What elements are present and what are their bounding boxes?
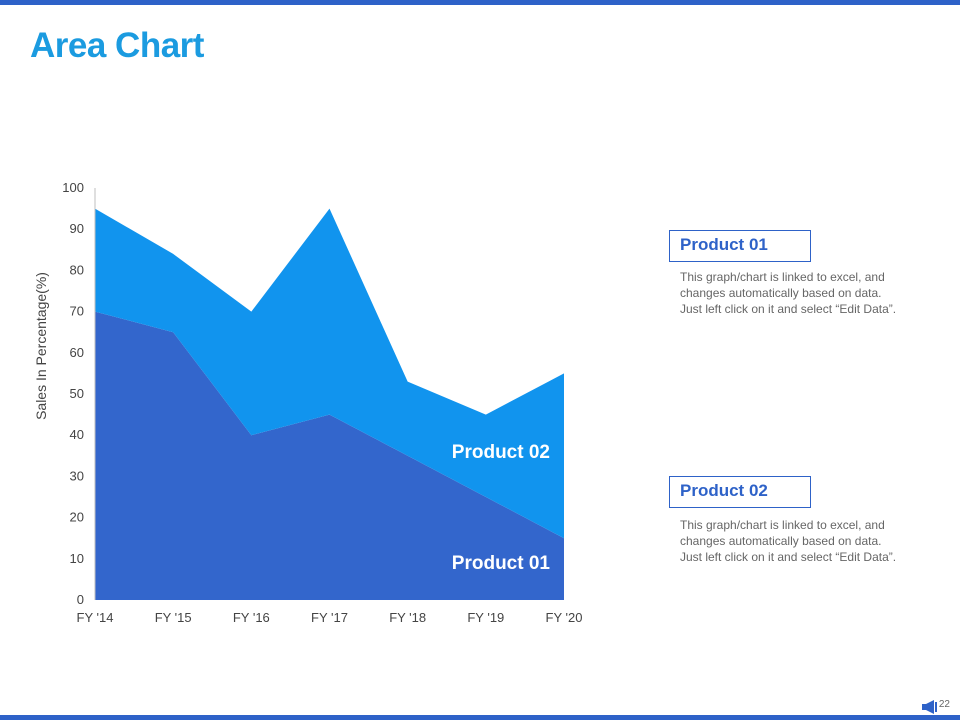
slide-title: Area Chart [30,26,204,65]
y-tick-layer: 0 10 20 30 40 50 60 70 80 90 100 [62,180,84,607]
legend-description-product-01: This graph/chart is linked to excel, and… [680,269,940,317]
legend-box-product-01: Product 01 [669,230,811,262]
y-tick-label: 90 [70,221,84,236]
legend-description-line: changes automatically based on data. [680,534,882,548]
legend-box-product-02: Product 02 [669,476,811,508]
legend-description-line: This graph/chart is linked to excel, and [680,270,885,284]
y-tick-label: 0 [77,592,84,607]
x-tick-label: FY '18 [389,610,426,625]
page-number: 22 [938,699,950,710]
legend-description-line: Just left click on it and select “Edit D… [680,302,897,316]
legend-description-line: changes automatically based on data. [680,286,882,300]
series-label-product-01: Product 01 [452,553,551,574]
x-tick-label: FY '16 [233,610,270,625]
y-axis-title: Sales In Percentage(%) [33,272,49,420]
y-tick-label: 50 [70,386,84,401]
presentation-logo-icon [922,700,937,714]
y-tick-label: 10 [70,551,84,566]
legend-description-product-02: This graph/chart is linked to excel, and… [680,517,940,565]
x-tick-label: FY '14 [77,610,114,625]
y-tick-label: 100 [62,180,84,195]
area-series-product-02 [95,208,564,539]
legend-description-line: Just left click on it and select “Edit D… [680,550,897,564]
x-tick-label: FY '15 [155,610,192,625]
y-tick-label: 80 [70,262,84,277]
area-layer [95,208,564,600]
series-label-product-02: Product 02 [452,442,550,463]
x-tick-layer: FY '14 FY '15 FY '16 FY '17 FY '18 FY '19 FY '… [77,610,583,625]
x-tick-label: FY '17 [311,610,348,625]
bottom-accent-bar [0,715,960,720]
x-tick-label: FY '19 [467,610,504,625]
y-tick-label: 70 [70,304,84,319]
top-accent-bar [0,0,960,5]
y-tick-label: 40 [70,427,84,442]
y-tick-label: 60 [70,345,84,360]
y-tick-label: 20 [70,510,84,525]
legend-description-line: This graph/chart is linked to excel, and [680,518,885,532]
y-tick-label: 30 [70,468,84,483]
x-tick-label: FY '20 [546,610,583,625]
